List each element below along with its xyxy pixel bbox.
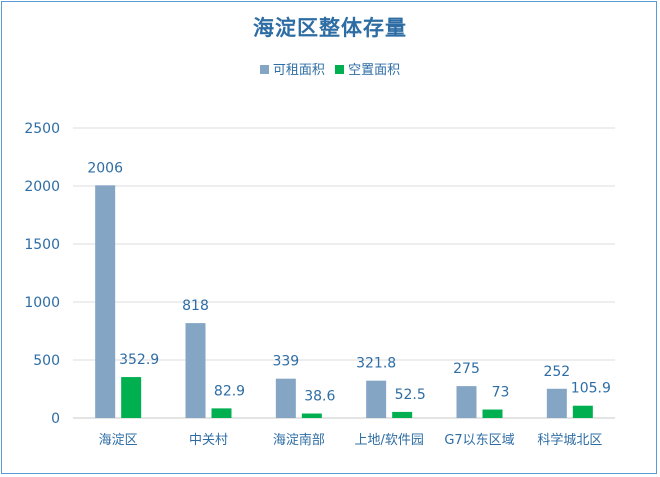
data-label-vacant: 73	[492, 385, 510, 401]
x-tick-label: 海淀区	[99, 433, 138, 448]
legend-item-rentable: 可租面积	[259, 59, 325, 78]
x-tick-label: 海淀南部	[273, 432, 325, 448]
bar-vacant	[121, 377, 142, 418]
x-tick-label: 中关村	[189, 433, 228, 448]
bar-rentable	[95, 185, 116, 418]
data-label-rentable: 275	[453, 361, 480, 377]
y-tick-label: 2500	[24, 121, 60, 137]
bar-vacant	[301, 413, 322, 418]
bar-rentable	[185, 323, 206, 418]
legend-label-vacant: 空置面积	[348, 63, 401, 78]
chart-title: 海淀区整体存量	[253, 16, 407, 40]
bar-vacant	[572, 405, 593, 418]
legend-swatch-vacant	[335, 65, 345, 74]
data-label-rentable: 321.8	[356, 356, 396, 372]
legend-item-vacant: 空置面积	[335, 59, 400, 78]
data-label-vacant: 105.9	[571, 381, 611, 397]
data-label-rentable: 2006	[87, 160, 123, 176]
bar-rentable	[366, 380, 387, 418]
chart-legend: 可租面积 空置面积	[0, 59, 660, 78]
x-tick-label: 上地/软件园	[354, 433, 423, 448]
x-tick-label: 科学城北区	[537, 432, 602, 448]
y-tick-label: 2000	[24, 179, 60, 195]
y-tick-label: 500	[33, 353, 60, 369]
legend-label-rentable: 可租面积	[272, 63, 325, 78]
y-tick-label: 1500	[24, 237, 60, 253]
bar-vacant	[211, 408, 232, 418]
data-label-rentable: 252	[543, 364, 570, 380]
data-label-vacant: 38.6	[304, 389, 335, 405]
data-label-rentable: 339	[272, 354, 299, 370]
data-label-vacant: 82.9	[214, 383, 245, 399]
legend-swatch-rentable	[259, 65, 269, 74]
bar-vacant	[482, 409, 503, 418]
data-label-rentable: 818	[182, 298, 209, 314]
bar-vacant	[392, 411, 413, 418]
bar-rentable	[546, 388, 567, 418]
data-label-vacant: 352.9	[119, 352, 159, 368]
data-label-vacant: 52.5	[395, 387, 426, 403]
y-tick-label: 0	[51, 411, 60, 427]
x-tick-label: G7以东区域	[444, 433, 514, 448]
bar-rentable	[275, 378, 296, 418]
bar-rentable	[456, 386, 477, 418]
y-tick-label: 1000	[24, 295, 60, 311]
